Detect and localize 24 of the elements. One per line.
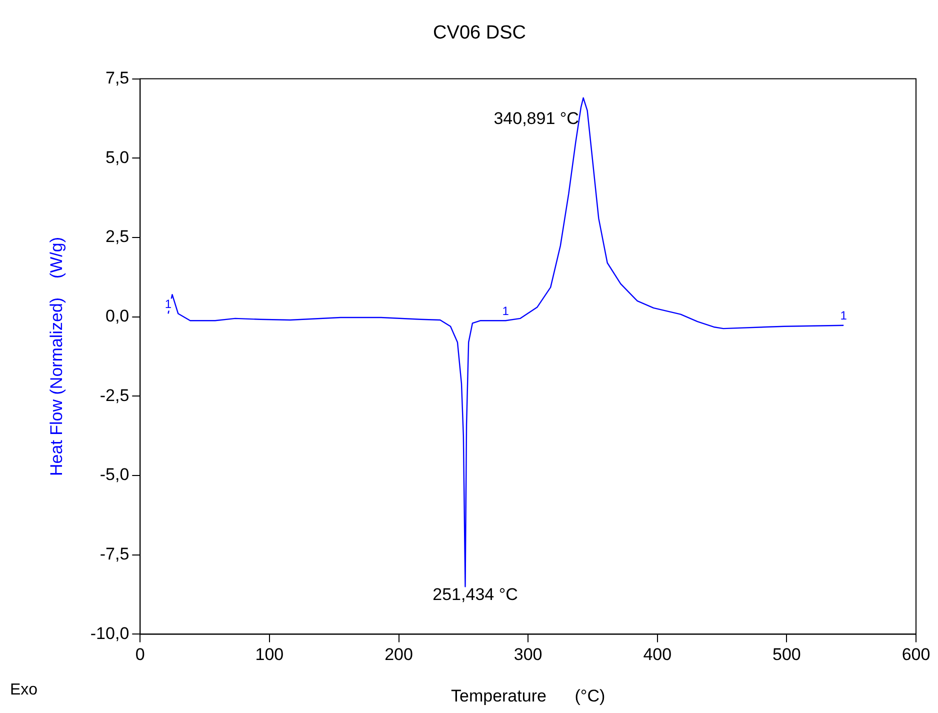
- x-axis-title: Temperature (°C): [450, 686, 606, 706]
- x-tick-label: 300: [514, 645, 542, 664]
- y-axis-title: Heat Flow (Normalized) (W/g): [46, 237, 66, 476]
- annotation: 1: [502, 304, 510, 318]
- y-tick-label: 5,0: [106, 148, 130, 167]
- y-tick-label: -7,5: [100, 544, 130, 564]
- y-tick-label: 0,0: [106, 306, 130, 326]
- x-tick-label: 600: [902, 645, 930, 664]
- y-tick-label: 7,5: [106, 68, 130, 88]
- x-tick-label: 0: [135, 645, 145, 664]
- x-tick-label: 100: [255, 645, 284, 664]
- annotation: 1: [840, 308, 848, 323]
- x-tick-label: 400: [643, 645, 672, 664]
- y-tick-label: 2,5: [106, 227, 130, 246]
- y-tick-label: -5,0: [100, 465, 130, 484]
- annotation: 340,891 °C: [494, 109, 579, 128]
- chart-title: CV06 DSC: [433, 22, 526, 44]
- x-tick-label: 500: [772, 645, 801, 664]
- y-tick-label: -10,0: [90, 624, 130, 643]
- text: Exo: [10, 681, 38, 698]
- annotation: 251,434 °C: [432, 584, 518, 604]
- y-tick-label: -2,5: [100, 386, 130, 405]
- annotation: 1: [164, 296, 172, 311]
- x-tick-label: 200: [384, 645, 413, 664]
